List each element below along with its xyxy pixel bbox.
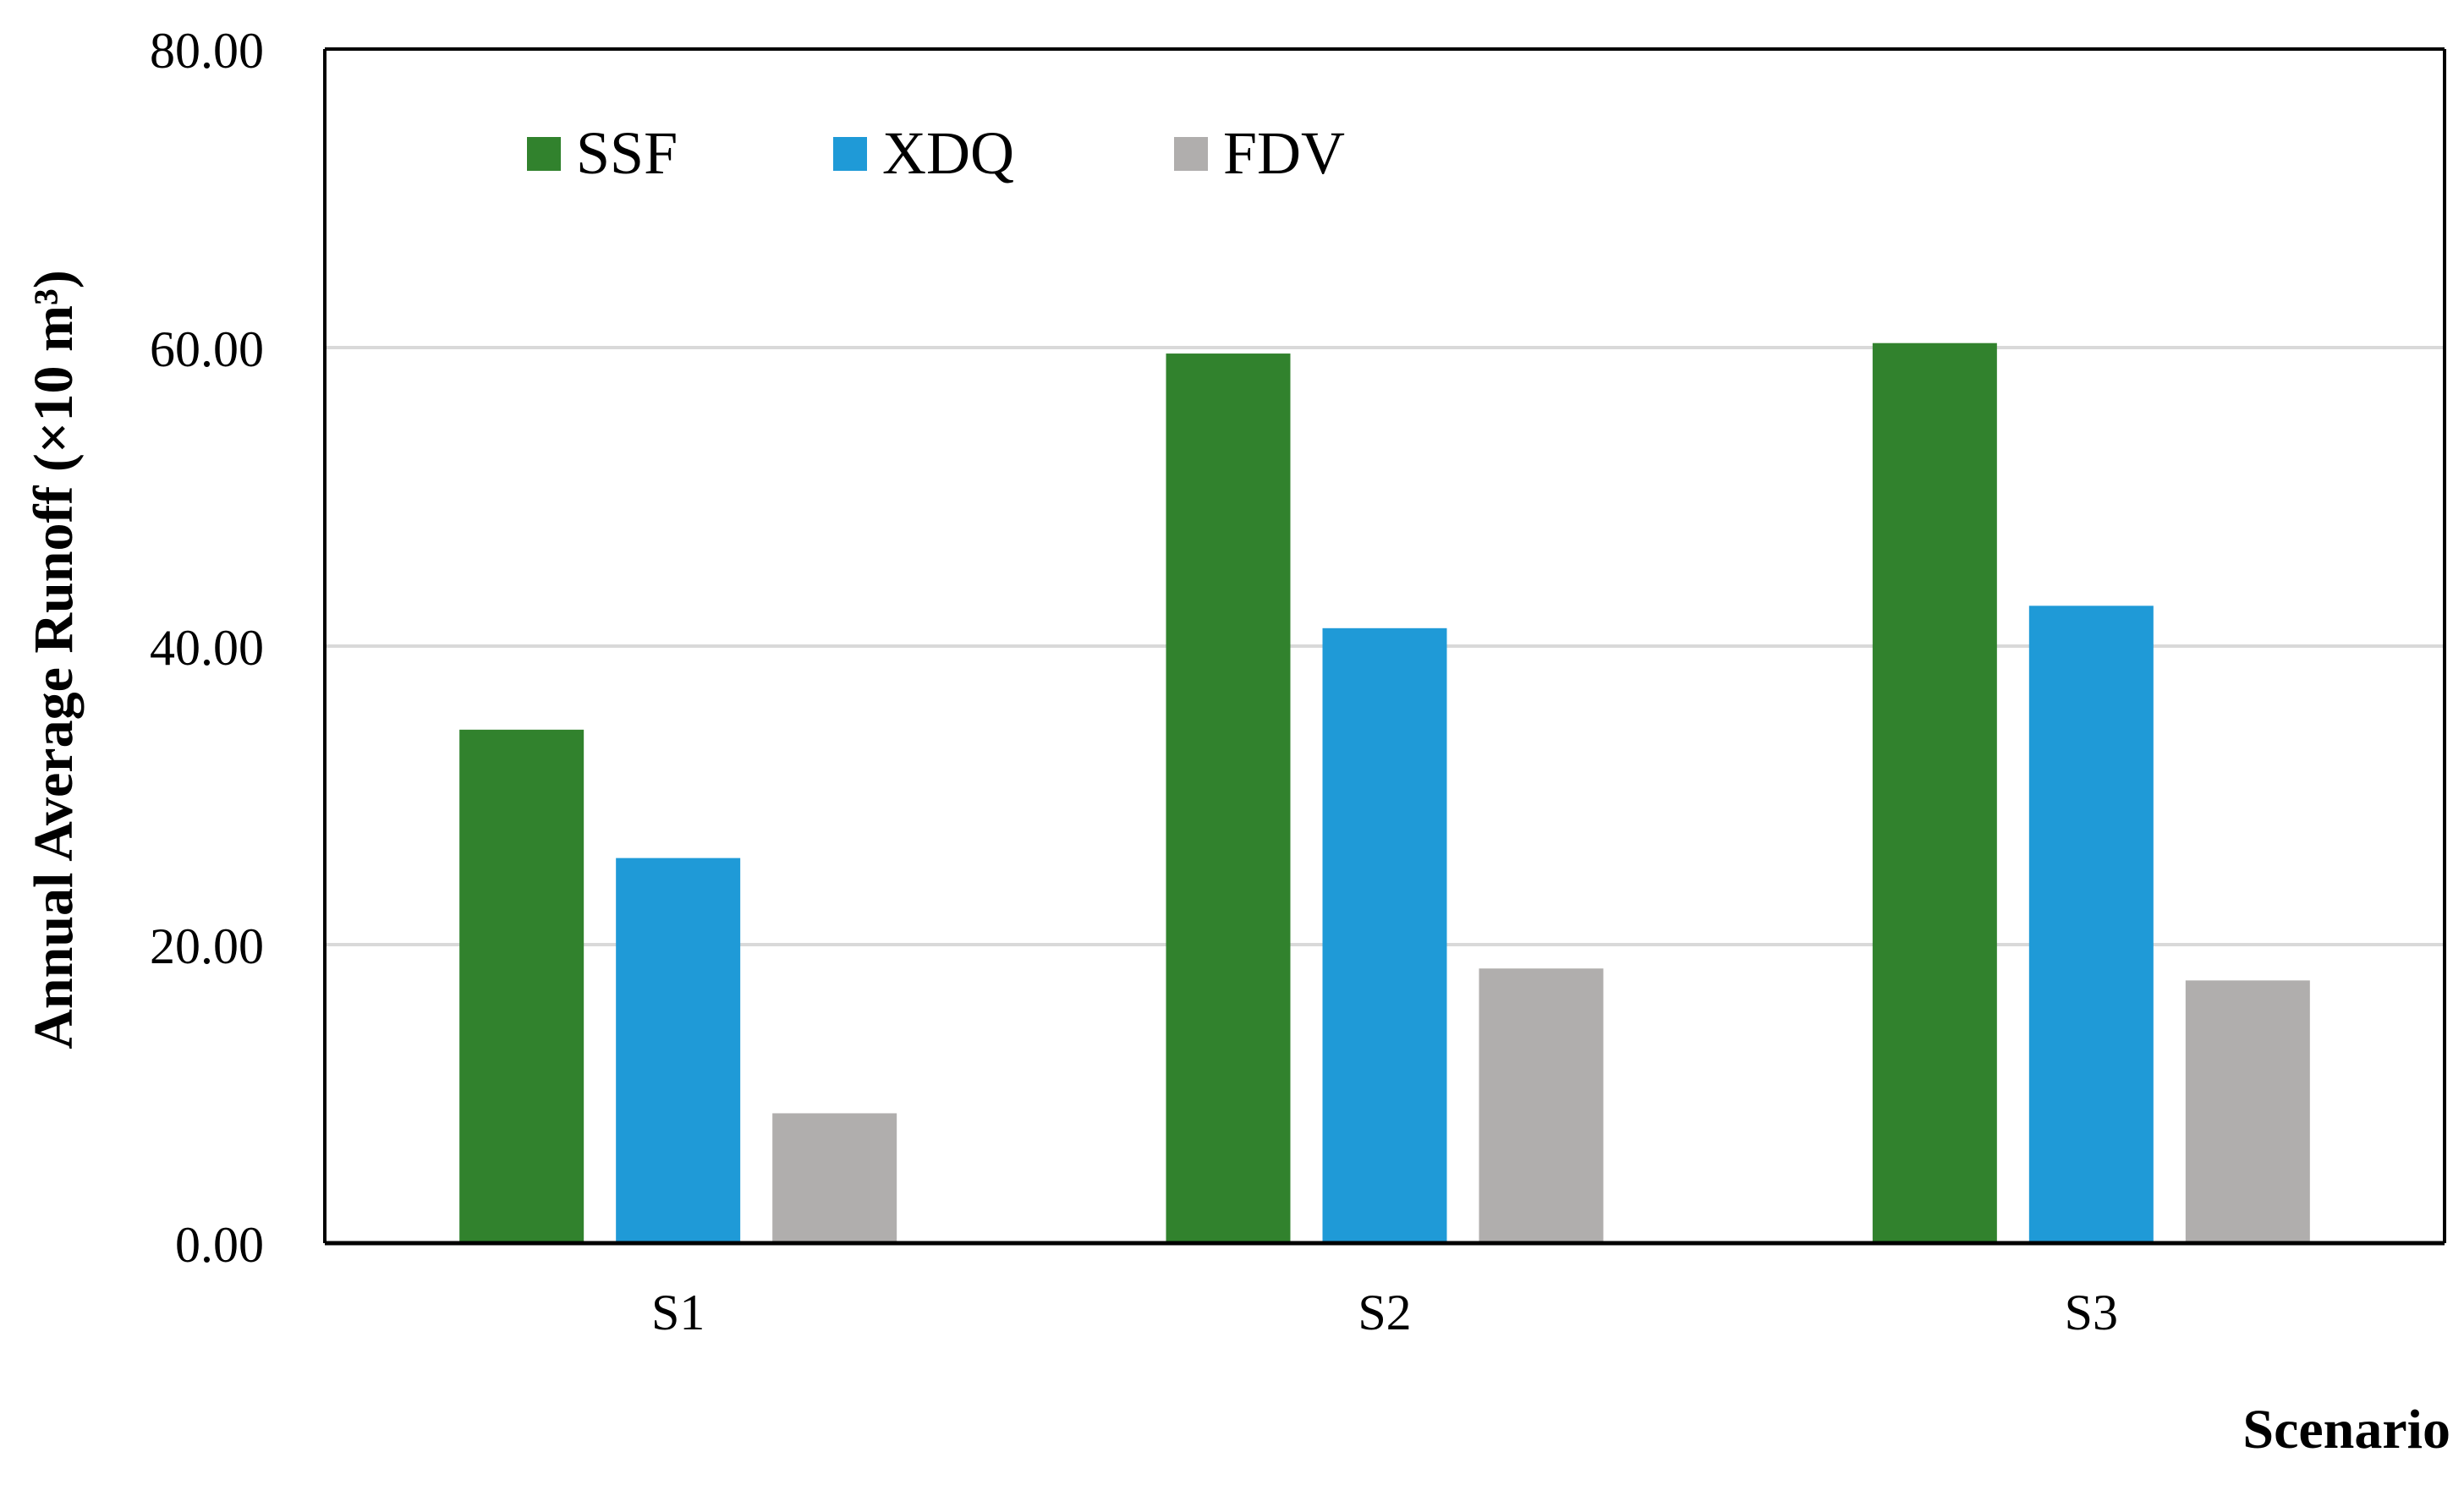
legend-swatch-ssf: [527, 137, 561, 171]
bar-ssf-s2: [1166, 353, 1291, 1243]
axes: [323, 47, 2446, 1246]
y-tick-label: 20.00: [150, 918, 264, 974]
x-tick-labels: S1 S2 S3: [651, 1285, 2118, 1340]
bar-xdq-s2: [1322, 627, 1447, 1243]
y-tick-label: 0.00: [175, 1217, 264, 1273]
x-tick-label: S1: [651, 1285, 705, 1340]
bar-ssf-s3: [1872, 342, 1997, 1244]
bar-ssf-s1: [459, 729, 584, 1243]
legend-label-fdv: FDV: [1223, 119, 1345, 187]
legend-swatch-xdq: [833, 137, 867, 171]
x-tick-label: S2: [1358, 1285, 1411, 1340]
bar-fdv-s1: [772, 1113, 897, 1243]
y-tick-label: 40.00: [150, 620, 264, 676]
bar-fdv-s3: [2185, 980, 2310, 1243]
bars: [459, 342, 2310, 1244]
y-tick-labels: 0.00 20.00 40.00 60.00 80.00: [150, 23, 264, 1273]
y-axis-label: Annual Average Runoff (×10 m³): [23, 270, 85, 1049]
legend-label-ssf: SSF: [576, 119, 678, 187]
bar-xdq-s1: [616, 858, 741, 1243]
bar-xdq-s3: [2028, 606, 2154, 1243]
legend-label-xdq: XDQ: [882, 119, 1014, 187]
x-tick-label: S3: [2065, 1285, 2118, 1340]
legend-swatch-fdv: [1174, 137, 1208, 171]
legend: SSF XDQ FDV: [527, 119, 1345, 187]
x-axis-label: Scenario: [2242, 1399, 2450, 1460]
y-tick-label: 80.00: [150, 23, 264, 79]
y-tick-label: 60.00: [150, 321, 264, 377]
bar-fdv-s2: [1479, 968, 1604, 1243]
